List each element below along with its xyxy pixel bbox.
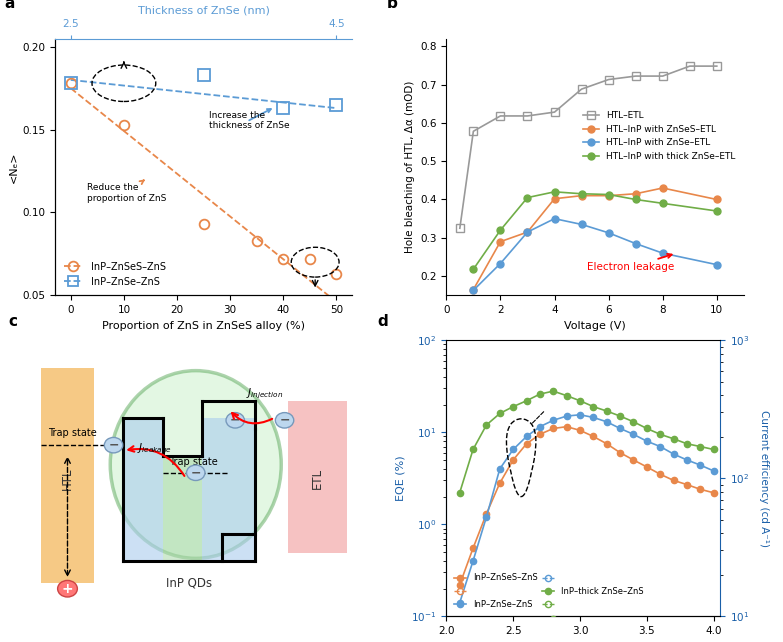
- Text: $J_{injection}$: $J_{injection}$: [246, 386, 283, 401]
- Legend: InP–ZnSeS–ZnS, InP–ZnSe–ZnS: InP–ZnSeS–ZnS, InP–ZnSe–ZnS: [60, 258, 170, 290]
- Circle shape: [226, 413, 244, 428]
- Circle shape: [58, 580, 78, 597]
- Text: −: −: [230, 414, 240, 427]
- X-axis label: Proportion of ZnS in ZnSeS alloy (%): Proportion of ZnS in ZnSeS alloy (%): [102, 320, 305, 331]
- Circle shape: [276, 413, 294, 428]
- Text: Electron leakage: Electron leakage: [587, 254, 674, 272]
- Polygon shape: [202, 417, 255, 561]
- Text: +: +: [62, 582, 74, 596]
- FancyBboxPatch shape: [288, 401, 347, 553]
- Y-axis label: <Nₑ>: <Nₑ>: [9, 151, 20, 183]
- Legend: InP–ZnSeS–ZnS, , InP–ZnSe–ZnS, , InP–thick ZnSe–ZnS, : InP–ZnSeS–ZnS, , InP–ZnSe–ZnS, , InP–thi…: [450, 570, 647, 612]
- Text: $J_{leakage}$: $J_{leakage}$: [136, 442, 171, 456]
- Text: Reduce the
proportion of ZnS: Reduce the proportion of ZnS: [87, 180, 166, 203]
- Text: Trap state: Trap state: [169, 457, 218, 467]
- Circle shape: [104, 437, 123, 453]
- Ellipse shape: [110, 370, 281, 559]
- Text: b: b: [387, 0, 398, 11]
- X-axis label: Thickness of ZnSe (nm): Thickness of ZnSe (nm): [138, 6, 269, 16]
- Text: Trap state: Trap state: [48, 428, 96, 438]
- Text: c: c: [9, 315, 17, 329]
- Text: HTL: HTL: [61, 467, 74, 490]
- X-axis label: Voltage (V): Voltage (V): [565, 320, 626, 331]
- FancyBboxPatch shape: [41, 368, 94, 583]
- Circle shape: [186, 465, 205, 480]
- Text: −: −: [108, 438, 119, 452]
- Y-axis label: Current efficiency (cd A⁻¹): Current efficiency (cd A⁻¹): [759, 410, 769, 547]
- Text: a: a: [4, 0, 15, 11]
- Text: ETL: ETL: [311, 468, 324, 489]
- Polygon shape: [163, 456, 202, 561]
- Text: −: −: [190, 466, 201, 480]
- Text: −: −: [280, 414, 290, 427]
- Text: d: d: [377, 315, 388, 329]
- Legend: HTL–ETL, HTL–InP with ZnSeS–ETL, HTL–InP with ZnSe–ETL, HTL–InP with thick ZnSe–: HTL–ETL, HTL–InP with ZnSeS–ETL, HTL–InP…: [579, 108, 739, 164]
- Y-axis label: EQE (%): EQE (%): [395, 455, 406, 501]
- Y-axis label: Hole bleaching of HTL, Δα (mOD): Hole bleaching of HTL, Δα (mOD): [405, 81, 414, 253]
- Text: InP QDs: InP QDs: [166, 577, 212, 590]
- Text: Increase the
thickness of ZnSe: Increase the thickness of ZnSe: [209, 109, 290, 130]
- Polygon shape: [124, 417, 163, 561]
